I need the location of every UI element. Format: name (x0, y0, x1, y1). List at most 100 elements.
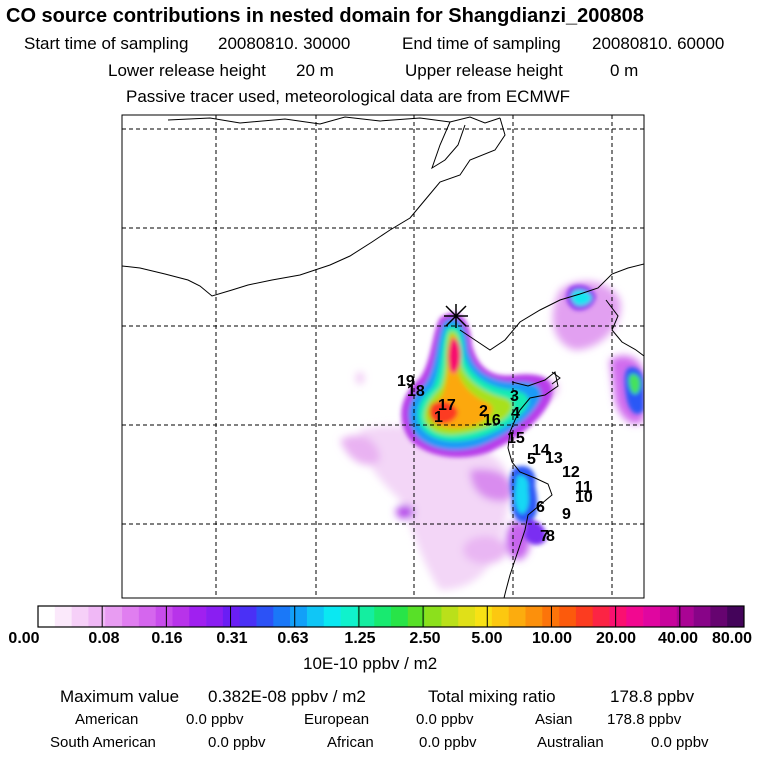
colorbar-cell (290, 606, 308, 627)
american-label: American (75, 711, 139, 728)
african-label: African (327, 734, 374, 751)
end-time-value: 20080810. 60000 (592, 34, 725, 53)
colorbar-cell (609, 606, 627, 627)
total-mixing-value: 178.8 ppbv (610, 687, 695, 706)
total-mixing-label: Total mixing ratio (428, 687, 556, 706)
colorbar-tick-label: 0.16 (151, 630, 183, 647)
upper-height-value: 0 m (610, 61, 639, 80)
colorbar-frame (37, 605, 745, 628)
colorbar-cell (222, 606, 241, 627)
max-value: 0.382E-08 ppbv / m2 (208, 687, 366, 706)
source-region-labels: 1 2 3 4 5 6 7 8 9 10 11 12 13 14 15 16 1… (397, 373, 593, 545)
colorbar-cell (407, 606, 425, 627)
colorbar-cell (391, 606, 409, 627)
colorbar-cell (559, 606, 577, 627)
colorbar-cell (424, 606, 442, 627)
region-label: 6 (536, 499, 545, 516)
colorbar-cell (693, 606, 711, 627)
region-label: 12 (562, 464, 580, 481)
colorbar-tick-label: 20.00 (595, 630, 637, 647)
south-american-value: 0.0 ppbv (208, 734, 266, 751)
lower-height-value: 20 m (296, 61, 334, 80)
colorbar-tick-label: 0.08 (88, 630, 120, 647)
region-label: 10 (575, 489, 593, 506)
region-label: 4 (511, 405, 520, 422)
south-american-label: South American (50, 734, 156, 751)
coastlines-borders (122, 116, 644, 598)
colorbar-cell (340, 606, 358, 627)
region-label: 16 (483, 412, 501, 429)
colorbar-cell (491, 606, 509, 627)
colorbar-cell (475, 606, 493, 627)
region-label: 11 (575, 479, 592, 496)
colorbar-cell (542, 606, 560, 627)
colorbar-cell (256, 606, 274, 627)
map-frame (121, 114, 645, 599)
colorbar-tick-label: 0.00 (8, 630, 40, 647)
region-label: 1 (434, 409, 443, 426)
colorbar-cell (508, 606, 526, 627)
colorbar-tick-label: 80.00 (711, 630, 753, 647)
colorbar-cell (155, 606, 173, 627)
colorbar-tick-label: 0.31 (216, 630, 248, 647)
australian-value: 0.0 ppbv (651, 734, 709, 751)
african-value: 0.0 ppbv (419, 734, 477, 751)
colorbar-cell (38, 606, 56, 627)
asian-value: 178.8 ppbv (607, 711, 682, 728)
colorbar-cell (374, 606, 392, 627)
colorbar-cell (306, 606, 325, 627)
american-value: 0.0 ppbv (186, 711, 244, 728)
plot-title: CO source contributions in nested domain… (6, 5, 644, 27)
colorbar-tick-label: 10.00 (531, 630, 573, 647)
colorbar-cell (676, 606, 694, 627)
end-time-label: End time of sampling (402, 34, 561, 53)
region-label: 15 (507, 430, 525, 447)
start-time-label: Start time of sampling (24, 34, 189, 53)
region-label: 7 (540, 528, 549, 545)
region-label: 8 (546, 528, 555, 545)
colorbar-cell (592, 606, 610, 627)
colorbar-cell (575, 606, 594, 627)
colorbar-cell (525, 606, 543, 627)
region-label: 2 (479, 403, 488, 420)
region-label: 9 (562, 506, 571, 523)
colorbar-cell (189, 606, 207, 627)
lat-lon-grid (122, 115, 644, 598)
start-time-value: 20080810. 30000 (218, 34, 351, 53)
european-value: 0.0 ppbv (416, 711, 474, 728)
max-value-label: Maximum value (60, 687, 180, 706)
australian-label: Australian (537, 734, 604, 751)
tracer-note: Passive tracer used, meteorological data… (126, 87, 571, 106)
colorbar-cell (88, 606, 106, 627)
colorbar-cell (122, 606, 140, 627)
colorbar-cell (626, 606, 644, 627)
colorbar-cell (105, 606, 123, 627)
region-label: 13 (545, 450, 563, 467)
plume-layer: 1 2 3 4 5 6 7 8 9 10 11 12 13 14 15 16 1… (122, 115, 644, 598)
upper-height-label: Upper release height (405, 61, 563, 80)
colorbar-cell (643, 606, 661, 627)
colorbar (38, 606, 745, 627)
colorbar-cell (357, 606, 375, 627)
colorbar-unit: 10E-10 ppbv / m2 (303, 654, 438, 673)
colorbar-cell (239, 606, 257, 627)
colorbar-cell (710, 606, 728, 627)
region-label: 19 (397, 373, 415, 390)
colorbar-tick-label: 1.25 (344, 630, 376, 647)
colorbar-cell (172, 606, 190, 627)
region-label: 17 (438, 397, 456, 414)
colorbar-cell (206, 606, 224, 627)
lower-height-label: Lower release height (108, 61, 266, 80)
region-label: 14 (532, 442, 550, 459)
region-label: 3 (510, 388, 519, 405)
colorbar-tick-label: 0.63 (277, 630, 309, 647)
colorbar-cell (441, 606, 459, 627)
secondary-plumes (510, 284, 644, 545)
colorbar-tick-label: 2.50 (409, 630, 441, 647)
receptor-asterisk-icon (444, 304, 468, 328)
colorbar-tick-label: 5.00 (471, 630, 503, 647)
colorbar-tick-label: 40.00 (657, 630, 699, 647)
region-label: 5 (527, 451, 536, 468)
region-label: 18 (407, 383, 425, 400)
